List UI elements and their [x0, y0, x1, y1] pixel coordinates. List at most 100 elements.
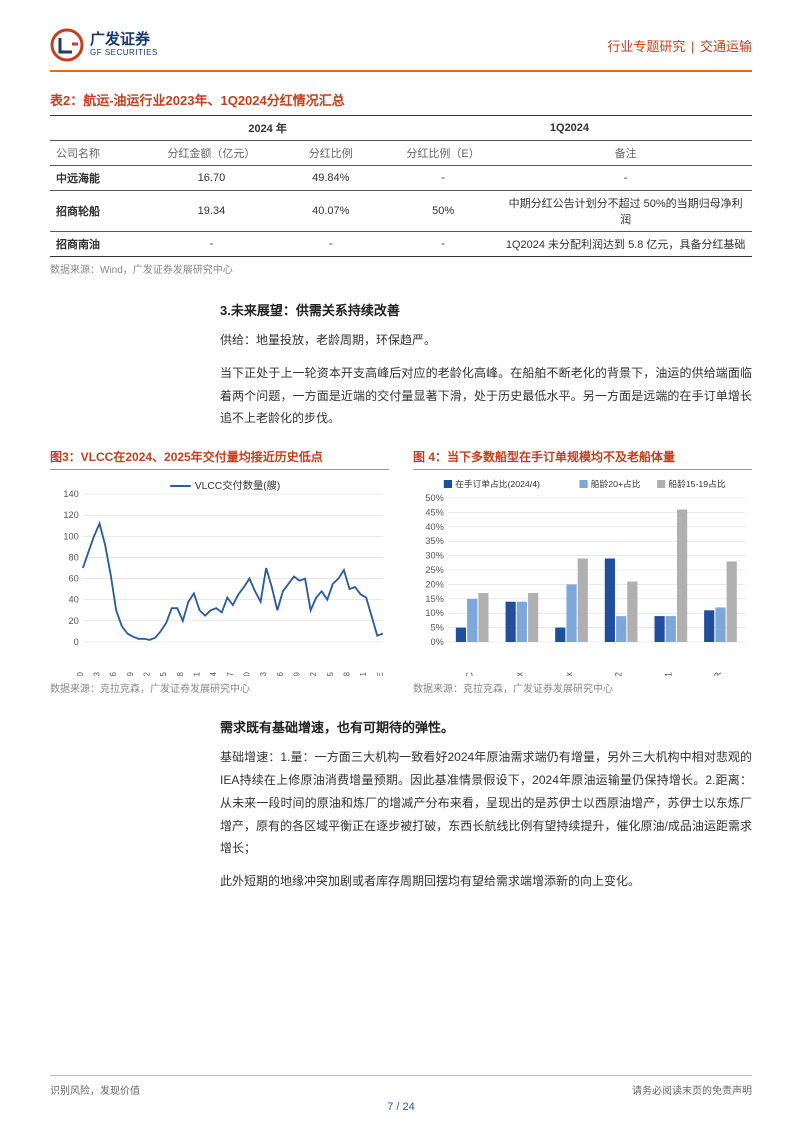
svg-text:1997: 1997	[226, 672, 235, 676]
section-3-heading: 3.未来展望：供需关系持续改善	[220, 300, 752, 319]
table-row: 招商南油---1Q2024 未分配利润达到 5.8 亿元，具备分红基础	[50, 232, 752, 257]
svg-text:MR: MR	[713, 672, 723, 676]
svg-text:Aframax: Aframax	[564, 672, 574, 676]
svg-text:1985: 1985	[159, 672, 168, 676]
svg-text:80: 80	[68, 553, 78, 563]
cell-ratioE: -	[387, 166, 499, 191]
footer-right: 请务必阅读末页的免责声明	[632, 1082, 752, 1097]
svg-text:2021: 2021	[359, 672, 368, 676]
svg-text:1979: 1979	[126, 672, 135, 676]
th-ratio: 分红比例	[275, 141, 387, 166]
svg-text:VLCC: VLCC	[465, 672, 475, 676]
logo: 广发证券 GF SECURITIES	[50, 28, 158, 62]
cell-name: 招商南油	[50, 232, 148, 257]
cell-name: 中远海能	[50, 166, 148, 191]
cell-note: 1Q2024 未分配利润达到 5.8 亿元，具备分红基础	[499, 232, 752, 257]
fig4-chart: 0%5%10%15%20%25%30%35%40%45%50%VLCCSuezm…	[413, 476, 752, 676]
cell-ratio: -	[275, 232, 387, 257]
svg-text:船龄15-19占比: 船龄15-19占比	[668, 478, 726, 489]
svg-text:0%: 0%	[430, 637, 443, 647]
svg-text:1982: 1982	[142, 672, 151, 676]
fig3-source: 数据来源：克拉克森，广发证券发展研究中心	[50, 680, 389, 695]
svg-text:1973: 1973	[92, 672, 101, 676]
table2-source: 数据来源：Wind，广发证券发展研究中心	[50, 261, 752, 276]
logo-cn: 广发证券	[90, 32, 158, 49]
th-group-1q2024: 1Q2024	[387, 116, 752, 141]
cell-amt: 19.34	[148, 191, 274, 232]
svg-text:35%: 35%	[425, 536, 443, 546]
svg-text:2009: 2009	[292, 672, 301, 676]
svg-text:60: 60	[68, 574, 78, 584]
svg-text:5%: 5%	[430, 623, 443, 633]
para-demand-2: 此外短期的地缘冲突加剧或者库存周期回摆均有望给需求端增添新的向上变化。	[220, 870, 752, 893]
svg-text:Suezmax: Suezmax	[514, 672, 524, 676]
cell-name: 招商轮船	[50, 191, 148, 232]
svg-text:10%: 10%	[425, 608, 443, 618]
dividend-table: 2024 年 1Q2024 公司名称 分红金额（亿元） 分红比例 分红比例（E）…	[50, 115, 752, 257]
page-header: 广发证券 GF SECURITIES 行业专题研究 | 交通运输	[50, 28, 752, 72]
footer-page: 7 / 24	[50, 1101, 752, 1113]
fig4-source: 数据来源：克拉克森，广发证券发展研究中心	[413, 680, 752, 695]
th-note: 备注	[499, 141, 752, 166]
svg-text:1991: 1991	[192, 672, 201, 676]
fig4-col: 图 4：当下多数船型在手订单规模均不及老船体量 0% 5% 10% 15% 20% 25%…	[413, 448, 752, 695]
svg-text:140: 140	[63, 489, 78, 499]
svg-text:2003: 2003	[259, 672, 268, 676]
cell-note: -	[499, 166, 752, 191]
svg-text:2000: 2000	[242, 672, 251, 676]
para-supply-1: 供给：地量投放，老龄周期，环保趋严。	[220, 329, 752, 352]
charts-row: 图3：VLCC在2024、2025年交付量均接近历史低点 0 20 40 60 80 10…	[50, 448, 752, 695]
th-name: 公司名称	[50, 141, 148, 166]
fig3-chart: 0 20 40 60 80 100 120 140 1970 1973 1976 1979 1982 19…	[50, 476, 389, 676]
svg-text:1988: 1988	[176, 672, 185, 676]
svg-text:船龄20+占比: 船龄20+占比	[591, 478, 641, 489]
cell-ratio: 49.84%	[275, 166, 387, 191]
header-topic: 行业专题研究	[607, 39, 685, 54]
footer-left: 识别风险，发现价值	[50, 1082, 140, 1097]
svg-text:2006: 2006	[276, 672, 285, 676]
cell-ratioE: 50%	[387, 191, 499, 232]
svg-text:20: 20	[68, 616, 78, 626]
svg-text:20%: 20%	[425, 580, 443, 590]
table-row: 招商轮船19.3440.07%50%中期分红公告计划分不超过 50%的当期归母净…	[50, 191, 752, 232]
svg-text:30%: 30%	[425, 551, 443, 561]
cell-amt: -	[148, 232, 274, 257]
th-amt: 分红金额（亿元）	[148, 141, 274, 166]
fig4-title: 图 4：当下多数船型在手订单规模均不及老船体量	[413, 448, 752, 470]
svg-text:100: 100	[63, 532, 78, 542]
svg-text:2012: 2012	[309, 672, 318, 676]
th-ratioE: 分红比例（E）	[387, 141, 499, 166]
para-demand-1: 基础增速：1.量：一方面三大机构一致看好2024年原油需求端仍有增量，另外三大机…	[220, 746, 752, 860]
svg-text:45%: 45%	[425, 508, 443, 518]
fig3-col: 图3：VLCC在2024、2025年交付量均接近历史低点 0 20 40 60 80 10…	[50, 448, 389, 695]
header-sector: 交通运输	[700, 39, 752, 54]
svg-text:120: 120	[63, 510, 78, 520]
svg-text:1976: 1976	[109, 672, 118, 676]
svg-text:LR2: LR2	[614, 672, 624, 676]
svg-text:15%: 15%	[425, 594, 443, 604]
cell-note: 中期分红公告计划分不超过 50%的当期归母净利润	[499, 191, 752, 232]
para-demand-h: 需求既有基础增速，也有可期待的弹性。	[220, 717, 752, 736]
svg-text:40: 40	[68, 595, 78, 605]
svg-text:LR1: LR1	[663, 672, 673, 676]
svg-text:1994: 1994	[209, 672, 218, 676]
table2-title: 表2：航运-油运行业2023年、1Q2024分红情况汇总	[50, 90, 752, 109]
cell-ratioE: -	[387, 232, 499, 257]
svg-text:50%: 50%	[425, 493, 443, 503]
svg-text:2018: 2018	[342, 672, 351, 676]
header-sep: |	[691, 39, 694, 54]
svg-text:0: 0	[74, 637, 79, 647]
table-row: 中远海能16.7049.84%--	[50, 166, 752, 191]
svg-text:25%: 25%	[425, 565, 443, 575]
svg-text:2024E: 2024E	[376, 672, 385, 677]
cell-ratio: 40.07%	[275, 191, 387, 232]
para-supply-2: 当下正处于上一轮资本开支高峰后对应的老龄化高峰。在船舶不断老化的背景下，油运的供…	[220, 362, 752, 430]
th-group-2024: 2024 年	[148, 116, 387, 141]
svg-text:2015: 2015	[326, 672, 335, 676]
svg-text:在手订单占比(2024/4): 在手订单占比(2024/4)	[455, 478, 540, 489]
fig3-title: 图3：VLCC在2024、2025年交付量均接近历史低点	[50, 448, 389, 470]
header-right: 行业专题研究 | 交通运输	[607, 36, 752, 55]
logo-en: GF SECURITIES	[90, 49, 158, 58]
logo-icon	[50, 28, 84, 62]
svg-text:1970: 1970	[76, 672, 85, 676]
